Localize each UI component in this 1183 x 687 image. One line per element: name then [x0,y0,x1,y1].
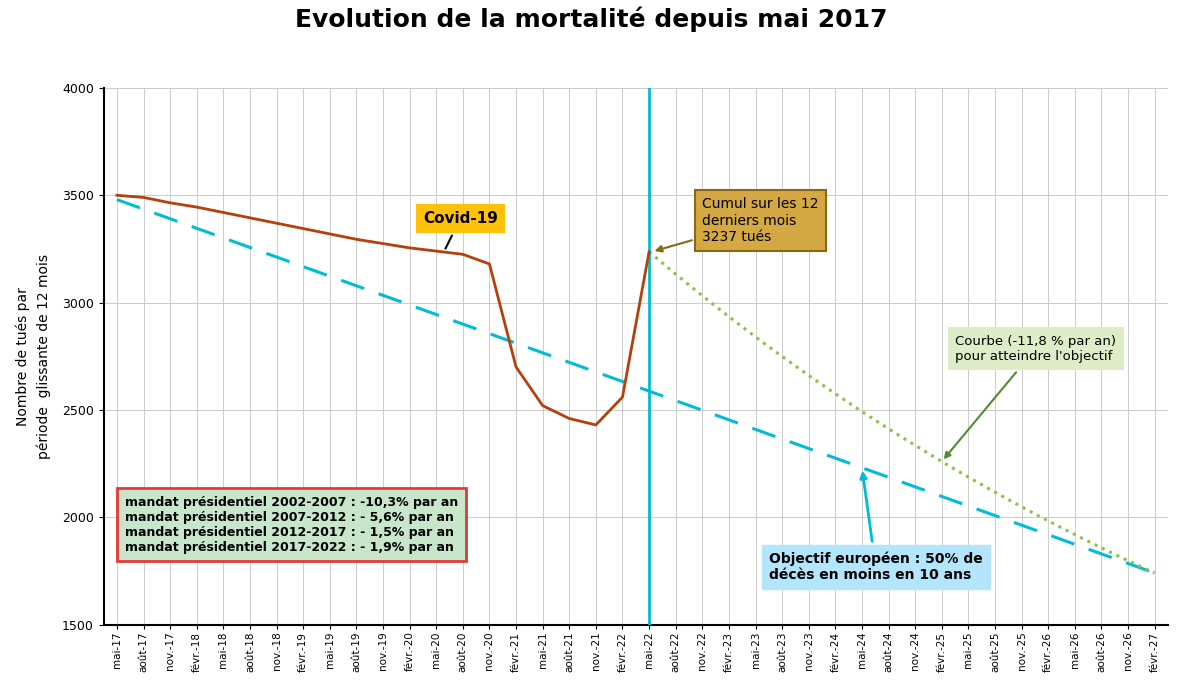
Text: Objectif européen : 50% de
décès en moins en 10 ans: Objectif européen : 50% de décès en moin… [769,473,983,583]
Y-axis label: Nombre de tués par
période  glissante de 12 mois: Nombre de tués par période glissante de … [15,254,51,459]
Text: Evolution de la mortalité depuis mai 2017: Evolution de la mortalité depuis mai 201… [296,7,887,32]
Text: Courbe (-11,8 % par an)
pour atteindre l'objectif: Courbe (-11,8 % par an) pour atteindre l… [945,335,1116,458]
Text: Covid-19: Covid-19 [424,211,498,249]
Text: mandat présidentiel 2002-2007 : -10,3% par an
mandat présidentiel 2007-2012 : - : mandat présidentiel 2002-2007 : -10,3% p… [125,496,458,554]
Text: Cumul sur les 12
derniers mois
3237 tués: Cumul sur les 12 derniers mois 3237 tués [657,197,819,251]
